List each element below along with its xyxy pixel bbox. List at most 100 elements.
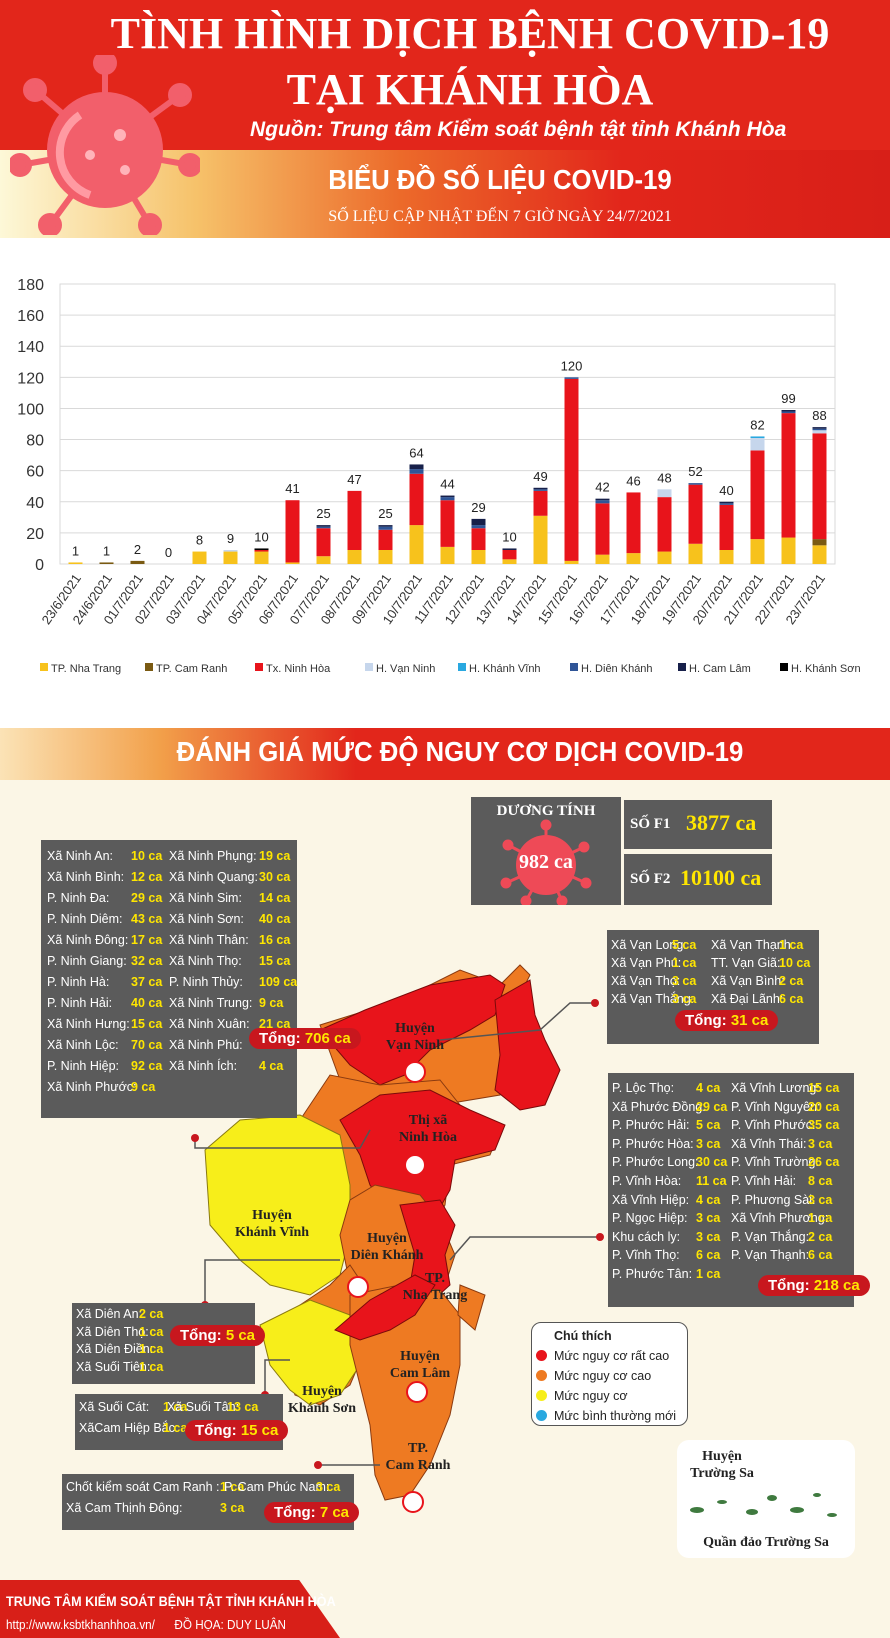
footer-url[interactable]: http://www.ksbtkhanhhoa.vn/ — [6, 1617, 155, 1632]
case-count: 14 ca — [259, 891, 291, 905]
commune-name: P. Ninh Hải: — [47, 996, 113, 1010]
case-count: 6 ca — [696, 1248, 721, 1263]
y-tick-label: 120 — [17, 370, 44, 387]
data-label: 99 — [781, 391, 795, 406]
bar-segment — [316, 525, 331, 527]
bar-segment — [378, 529, 393, 550]
case-count: 3 ca — [696, 1229, 721, 1244]
legend-swatch — [145, 663, 153, 671]
case-row: P. Phước Hòa: 3 ca — [612, 1137, 720, 1151]
case-row: Xã Vĩnh Hiệp: 4 ca — [612, 1193, 720, 1207]
commune-name: Xã Ninh Thân: — [169, 933, 249, 947]
f2-label: SỐ F2 — [630, 871, 671, 887]
virus-marker-icon — [347, 1276, 369, 1298]
commune-name: Xã Vĩnh Thái: — [731, 1136, 807, 1151]
case-count: 1 ca — [163, 1400, 188, 1414]
case-row: Xã Phước Đồng: 29 ca — [612, 1100, 727, 1114]
case-row: Xã Ninh Ích: 4 ca — [169, 1059, 283, 1073]
case-count: 1 ca — [139, 1342, 164, 1356]
data-label: 41 — [285, 481, 299, 496]
f1-stat: SỐ F1 3877 ca — [624, 800, 772, 849]
bar-segment — [316, 556, 331, 564]
bar-segment — [595, 498, 610, 501]
bar-segment — [223, 550, 238, 552]
case-count: 20 ca — [808, 1099, 840, 1114]
legend-swatch — [570, 663, 578, 671]
case-count: 3 ca — [696, 1136, 721, 1151]
virus-marker-icon — [402, 1491, 424, 1513]
case-row: Xã Diên An: 2 ca — [76, 1307, 163, 1321]
case-row: P. Vĩnh Nguyên: 20 ca — [731, 1100, 839, 1114]
case-row: Xã Diên Điền: 1 ca — [76, 1342, 163, 1356]
bar-segment — [812, 433, 827, 540]
case-count: 2 ca — [779, 974, 804, 988]
dien-khanh-case-box: Xã Diên An: 2 ca Xã Diên Thọ: 1 ca Xã Diên Đ… — [72, 1303, 266, 1384]
commune-name: Xã Vạn Long: — [611, 938, 687, 952]
commune-name: P. Vĩnh Hải: — [731, 1174, 797, 1188]
commune-name: P. Phước Hải: — [612, 1118, 690, 1133]
case-count: 12 ca — [131, 870, 163, 884]
case-count: 43 ca — [131, 912, 163, 926]
total-badge: Tổng: 706 ca — [249, 1028, 361, 1049]
case-count: 2 ca — [808, 1229, 833, 1244]
case-row: Xã Vạn Thắng: 3 ca — [611, 992, 696, 1006]
data-label: 0 — [165, 545, 172, 560]
case-row: Xã Ninh Sim: 14 ca — [169, 891, 290, 905]
positive-label: DƯƠNG TÍNH — [496, 803, 596, 819]
case-row: Xã Suối Tân: 13 ca — [167, 1400, 258, 1414]
total-badge: Tổng: 218 ca — [758, 1275, 870, 1296]
case-count: 19 ca — [259, 849, 291, 863]
commune-name: P. Ngọc Hiệp: — [612, 1211, 688, 1226]
positive-stat: DƯƠNG TÍNH 982 ca — [471, 797, 621, 905]
commune-name: Khu cách ly: — [612, 1229, 681, 1244]
chart-title: BIỂU ĐỒ SỐ LIỆU COVID-19 — [328, 164, 672, 195]
bar-segment — [440, 546, 455, 564]
bar-segment — [68, 562, 83, 564]
commune-name: P. Phước Tân: — [612, 1267, 693, 1281]
bar-segment — [378, 550, 393, 564]
case-row: P. Vạn Thạnh: 6 ca — [731, 1248, 832, 1262]
case-count: 9 ca — [259, 996, 284, 1010]
case-count: 1 ca — [139, 1359, 164, 1374]
data-label: 25 — [378, 506, 392, 521]
page-title-line1: TÌNH HÌNH DỊCH BỆNH COVID-19 — [110, 9, 830, 58]
bar-segment — [471, 525, 486, 529]
commune-name: Xã Ninh Trung: — [169, 996, 253, 1010]
commune-name: Xã Ninh Hưng: — [47, 1017, 130, 1031]
page-title-line2: TẠI KHÁNH HÒA — [286, 65, 654, 114]
truong-sa-inset: Huyện Trường Sa Quần đảo Trường Sa — [677, 1440, 855, 1558]
bar-segment — [316, 528, 331, 557]
commune-name: Xã Vạn Thạnh: — [711, 938, 795, 952]
data-label: 1 — [72, 543, 79, 558]
commune-name: Xã Vạn Bình: — [711, 974, 785, 988]
commune-name: Xã Suối Tân: — [167, 1400, 240, 1414]
total-badge: Tổng: 31 ca — [675, 1010, 779, 1031]
case-row: P. Ninh Hiệp: 92 ca — [47, 1059, 162, 1073]
case-count: 26 ca — [808, 1155, 840, 1170]
case-count: 3 ca — [220, 1501, 245, 1515]
case-row: TT. Vạn Giã: 10 ca — [711, 956, 810, 970]
bar-segment — [719, 501, 734, 504]
commune-name: Xã Diên Thọ: — [76, 1324, 149, 1339]
bar-segment — [719, 503, 734, 505]
footer-band — [0, 1580, 340, 1638]
data-label: 8 — [196, 533, 203, 548]
case-row: P. Ninh Đa: 29 ca — [47, 891, 162, 905]
case-row: P. Ninh Thủy: 109 ca — [169, 975, 297, 989]
case-row: Xã Ninh An: 10 ca — [47, 849, 162, 863]
case-count: 3 ca — [672, 974, 697, 988]
legend-item-new-normal: Mức bình thường mới — [536, 1409, 676, 1423]
case-count: 5 ca — [672, 938, 697, 952]
commune-name: Xã Diên An: — [76, 1307, 143, 1321]
data-label: 47 — [347, 472, 361, 487]
case-count: 1 ca — [139, 1324, 164, 1339]
virus-icon — [500, 819, 592, 905]
commune-name: Xã Vạn Thắng: — [611, 992, 695, 1006]
case-row: P. Vĩnh Hải: 8 ca — [731, 1174, 832, 1188]
case-row: Xã Ninh Bình: 12 ca — [47, 870, 162, 884]
case-count: 10 ca — [779, 956, 811, 970]
legend-title: Chú thích — [554, 1329, 612, 1343]
bar-segment — [812, 427, 827, 429]
map-label-khanh-vinh: Huyện Khánh Vĩnh — [234, 1208, 310, 1240]
case-row: Xã Vĩnh Phương: 1 ca — [731, 1211, 832, 1225]
